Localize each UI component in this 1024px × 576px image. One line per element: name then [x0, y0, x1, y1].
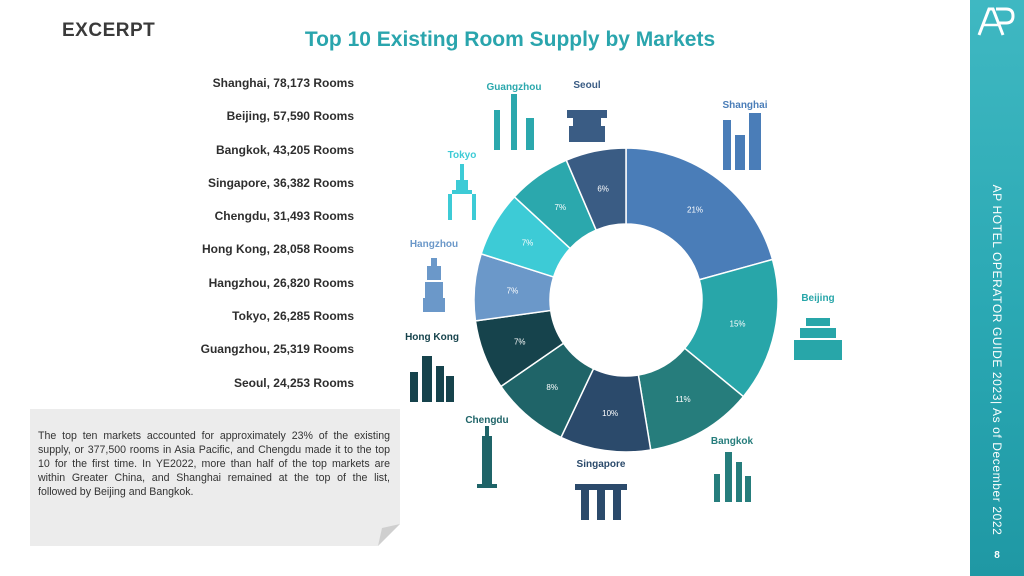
city-label: Hangzhou	[410, 239, 458, 250]
hongkong-towers-icon	[410, 356, 454, 402]
summary-note: The top ten markets accounted for approx…	[30, 409, 400, 546]
list-item: Tokyo, 26,285 Rooms	[232, 309, 354, 324]
page-number: 8	[994, 550, 1000, 561]
slice-percent-label: 11%	[675, 395, 690, 404]
slice-percent-label: 7%	[555, 203, 567, 212]
slice-percent-label: 10%	[602, 409, 618, 418]
sidebar-band	[970, 0, 1024, 576]
donut-chart: 21% 15% 11% 10% 8% 7% 7% 7% 7% 6% Shanghai Beijing…	[405, 80, 842, 520]
donut-slice-seoul	[565, 147, 627, 232]
chengdu-pagoda-icon	[477, 426, 497, 488]
city-label: Seoul	[573, 80, 600, 91]
list-item: Hong Kong, 28,058 Rooms	[201, 242, 354, 257]
list-item: Singapore, 36,382 Rooms	[207, 175, 354, 190]
city-label: Chengdu	[465, 415, 508, 426]
slice-percent-label: 15%	[730, 320, 746, 329]
chart-title: Top 10 Existing Room Supply by Markets	[304, 28, 716, 51]
list-item: Shanghai, 78,173 Rooms	[212, 76, 354, 90]
slice-percent-label: 21%	[687, 205, 703, 214]
city-label: Beijing	[801, 293, 834, 304]
city-label: Tokyo	[448, 150, 477, 161]
list-item: Beijing, 57,590 Rooms	[226, 109, 354, 124]
donut-slice-shanghai	[625, 147, 774, 281]
list-item: Seoul, 24,253 Rooms	[233, 375, 354, 390]
singapore-marina-icon	[575, 484, 627, 520]
city-label: Hong Kong	[405, 332, 459, 343]
list-item: Hangzhou, 26,820 Rooms	[208, 275, 354, 290]
slice-percent-label: 6%	[597, 184, 609, 193]
city-label: Singapore	[577, 459, 626, 470]
slice-percent-label: 7%	[514, 337, 526, 346]
list-item: Guangzhou, 25,319 Rooms	[200, 342, 354, 357]
seoul-gate-icon	[567, 110, 607, 142]
slice-percent-label: 7%	[507, 286, 519, 295]
bangkok-temple-icon	[714, 452, 751, 502]
market-list: Shanghai, 78,173 Rooms Beijing, 57,590 R…	[150, 72, 354, 405]
page-fold-icon	[378, 524, 400, 546]
list-item: Bangkok, 43,205 Rooms	[215, 142, 354, 157]
list-item: Chengdu, 31,493 Rooms	[214, 209, 354, 224]
sidebar-vertical-text: AP HOTEL OPERATOR GUIDE 2023| As of Dece…	[990, 184, 1004, 536]
excerpt-label: EXCERPT	[62, 20, 156, 41]
beijing-gate-icon	[794, 318, 842, 360]
city-label: Bangkok	[711, 436, 754, 447]
city-label: Shanghai	[722, 100, 767, 111]
slice-percent-label: 7%	[522, 239, 534, 248]
shanghai-skyline-icon	[723, 113, 761, 170]
hangzhou-pagoda-icon	[423, 258, 445, 312]
slice-percent-label: 8%	[546, 383, 558, 392]
ap-logo-icon	[977, 7, 1015, 36]
guangzhou-tower-icon	[494, 94, 534, 150]
city-label: Guangzhou	[487, 82, 542, 93]
tokyo-tower-icon	[448, 164, 476, 220]
